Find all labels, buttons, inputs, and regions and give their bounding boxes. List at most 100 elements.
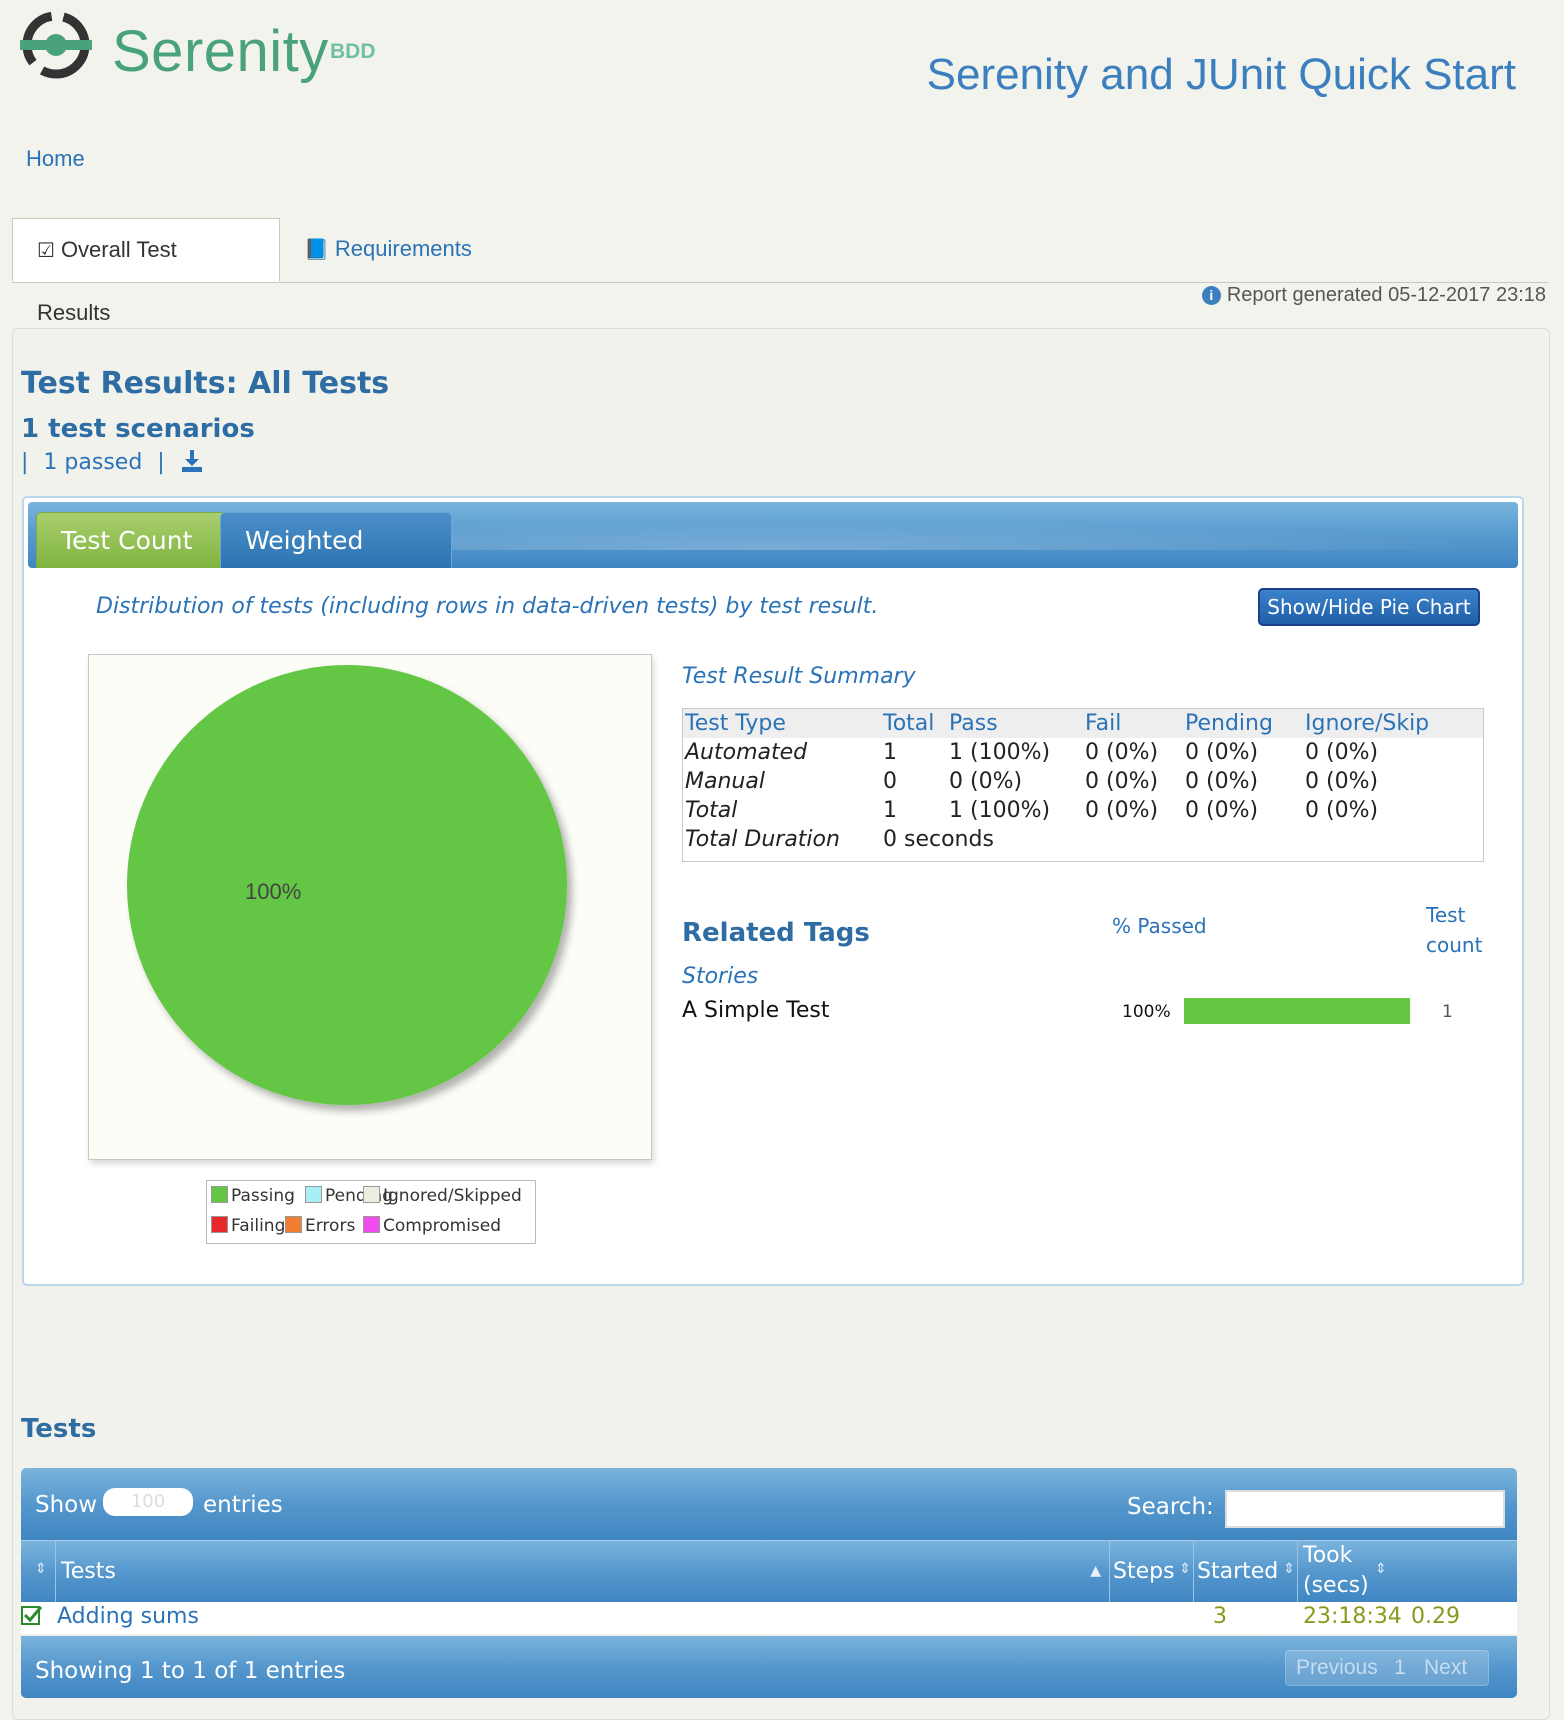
tag-progress-bar xyxy=(1184,998,1410,1024)
column-label: (secs) xyxy=(1303,1573,1369,1598)
legend-item-passing: Passing xyxy=(207,1181,295,1211)
serenity-logo xyxy=(20,11,92,79)
table-footer: Showing 1 to 1 of 1 entries Previous 1 N… xyxy=(21,1636,1517,1698)
tab-label: Overall Test Results xyxy=(37,237,177,325)
legend-swatch xyxy=(211,1186,228,1203)
cell: 0 (0%) xyxy=(1305,740,1379,765)
tab-overall-test-results[interactable]: ☑ Overall Test Results xyxy=(12,218,280,325)
legend-label: Ignored/Skipped xyxy=(383,1186,522,1206)
legend-label: Compromised xyxy=(383,1216,502,1236)
cell: Automated xyxy=(685,740,808,765)
header-ignore-skip: Ignore/Skip xyxy=(1305,711,1430,736)
legend-swatch xyxy=(363,1186,380,1203)
summary-row-manual: Manual 0 0 (0%) 0 (0%) 0 (0%) 0 (0%) xyxy=(683,767,1483,796)
tag-row: A Simple Test 100% 1 xyxy=(682,996,1482,1030)
tag-percent: 100% xyxy=(1122,1002,1171,1022)
legend-swatch xyxy=(305,1186,322,1203)
separator: | xyxy=(157,450,165,475)
column-label: Took xyxy=(1303,1543,1353,1568)
cell: 1 (100%) xyxy=(949,798,1051,823)
summary-caption: Test Result Summary xyxy=(682,664,916,689)
logo-suffix: BDD xyxy=(330,40,376,63)
legend-swatch xyxy=(363,1216,380,1233)
tests-section-title: Tests xyxy=(21,1414,97,1444)
legend-label: Passing xyxy=(231,1186,295,1206)
breadcrumb-home-link[interactable]: Home xyxy=(26,146,85,171)
logo-text: Serenity xyxy=(112,19,329,84)
tab-label: Requirements xyxy=(334,236,472,261)
cell: 0 (0%) xyxy=(949,769,1023,794)
passed-check-icon xyxy=(21,1606,43,1625)
test-count-header: Test count xyxy=(1426,900,1482,960)
tag-count: 1 xyxy=(1442,1002,1453,1022)
tag-progress-fill xyxy=(1184,998,1410,1024)
table-header: ⇕ Tests ▲ Steps ⇕ Started ⇕ Took (secs) … xyxy=(21,1540,1517,1603)
legend-item-ignored-skipped: Ignored/Skipped xyxy=(359,1181,522,1211)
cell: 0 (0%) xyxy=(1185,798,1259,823)
cell: 0 xyxy=(883,769,897,794)
entries-label: entries xyxy=(203,1492,283,1518)
header-fail: Fail xyxy=(1085,711,1122,736)
report-generated-text: Report generated 05-12-2017 23:18 xyxy=(1226,284,1546,306)
header-test-type: Test Type xyxy=(685,711,786,736)
legend-item-errors: Errors xyxy=(281,1211,355,1241)
legend-item-failing: Failing xyxy=(207,1211,285,1241)
next-button[interactable]: Next xyxy=(1424,1656,1468,1679)
column-label: Tests xyxy=(61,1559,116,1584)
sort-icon: ⇕ xyxy=(35,1561,47,1577)
search-input[interactable] xyxy=(1225,1490,1505,1528)
tab-weighted-tests[interactable]: Weighted Tests xyxy=(220,512,452,568)
cell: 0 (0%) xyxy=(1085,740,1159,765)
show-hide-pie-chart-button[interactable]: Show/Hide Pie Chart xyxy=(1258,588,1480,626)
sort-asc-icon: ▲ xyxy=(1090,1563,1101,1579)
took-column-header[interactable]: Took (secs) ⇕ xyxy=(1297,1541,1515,1603)
report-generated: i Report generated 05-12-2017 23:18 xyxy=(1201,284,1546,307)
duration-value: 0 seconds xyxy=(883,827,994,852)
summary-row-automated: Automated 1 1 (100%) 0 (0%) 0 (0%) 0 (0%… xyxy=(683,738,1483,767)
entries-per-page-select[interactable]: 100 xyxy=(103,1488,193,1516)
cell: Manual xyxy=(685,769,765,794)
page-1-button[interactable]: 1 xyxy=(1394,1656,1406,1679)
check-square-icon: ☑ xyxy=(37,240,55,262)
download-icon[interactable] xyxy=(181,450,202,472)
showing-entries-text: Showing 1 to 1 of 1 entries xyxy=(35,1658,346,1684)
legend-label: Failing xyxy=(231,1216,286,1236)
cell: 1 xyxy=(883,740,897,765)
header-line: Test xyxy=(1426,903,1466,927)
book-icon: 📘 xyxy=(304,239,329,261)
sort-icon: ⇕ xyxy=(1179,1561,1191,1577)
header-total: Total xyxy=(883,711,935,736)
status-column-header[interactable]: ⇕ xyxy=(21,1541,56,1603)
project-title: Serenity and JUnit Quick Start xyxy=(926,50,1516,99)
separator: | xyxy=(21,450,29,475)
cell: Total xyxy=(685,798,738,823)
tab-requirements[interactable]: 📘 Requirements xyxy=(280,218,496,280)
tag-link[interactable]: A Simple Test xyxy=(682,998,830,1023)
duration-label: Total Duration xyxy=(685,827,840,852)
previous-button[interactable]: Previous xyxy=(1296,1656,1378,1679)
cell: 0 (0%) xyxy=(1305,798,1379,823)
started-column-header[interactable]: Started ⇕ xyxy=(1193,1541,1298,1603)
summary-row-duration: Total Duration 0 seconds xyxy=(683,825,1483,854)
passed-summary: | 1 passed | xyxy=(21,450,202,475)
info-icon: i xyxy=(1201,286,1221,305)
search-label: Search: xyxy=(1127,1494,1214,1520)
test-name-link[interactable]: Adding sums xyxy=(57,1604,199,1629)
cell: 0 (0%) xyxy=(1185,740,1259,765)
pie-slice-passing xyxy=(127,665,567,1105)
show-label: Show xyxy=(35,1492,98,1518)
scenario-count: 1 test scenarios xyxy=(21,414,255,444)
stories-group-label: Stories xyxy=(682,964,759,989)
passed-link[interactable]: 1 passed xyxy=(43,450,143,475)
legend-swatch xyxy=(211,1216,228,1233)
steps-column-header[interactable]: Steps ⇕ xyxy=(1109,1541,1194,1603)
percent-passed-header: % Passed xyxy=(1112,914,1207,938)
cell: 1 xyxy=(883,798,897,823)
table-row: Adding sums 3 23:18:34 0.29 xyxy=(21,1602,1517,1634)
tests-column-header[interactable]: Tests ▲ xyxy=(55,1541,1110,1603)
pie-legend: Passing Pending Ignored/Skipped Failing Erro… xyxy=(206,1180,536,1244)
sort-icon: ⇕ xyxy=(1375,1561,1387,1577)
column-label: Steps xyxy=(1113,1559,1175,1584)
main-tabs: ☑ Overall Test Results 📘 Requirements xyxy=(12,218,1548,325)
header-pending: Pending xyxy=(1185,711,1273,736)
